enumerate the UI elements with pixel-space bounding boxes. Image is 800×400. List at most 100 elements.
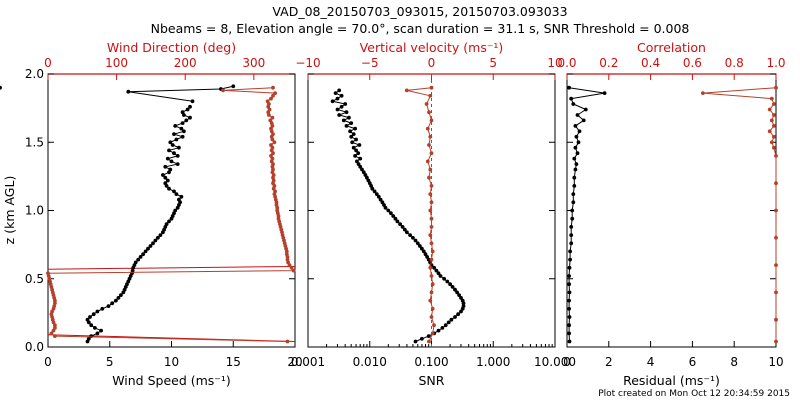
data-point: [567, 306, 571, 311]
top-tick-label: 0: [44, 56, 52, 70]
data-point: [453, 287, 457, 292]
data-point: [161, 173, 165, 177]
x-axis-label-bottom: Residual (ms⁻¹): [623, 373, 720, 388]
plot-footer: Plot created on Mon Oct 12 20:34:59 2015: [598, 389, 790, 399]
data-point: [163, 181, 168, 186]
data-point: [436, 271, 441, 276]
data-point: [153, 238, 158, 243]
data-point: [344, 124, 349, 128]
data-point: [767, 107, 772, 112]
data-point: [180, 110, 185, 115]
series-black-1: [85, 104, 192, 344]
top-tick-label: 300: [242, 56, 265, 70]
data-point: [126, 89, 131, 94]
data-point: [568, 249, 572, 254]
plot-frame: [47, 73, 296, 348]
data-point: [567, 323, 571, 328]
panel-3: 0 2 4 6 8 10 0.0 0.2 0.4 0.6 0.8 1.0 Residual (ms⁻¹)…: [557, 40, 785, 388]
data-point: [167, 186, 171, 191]
reference-line: [47, 265, 296, 270]
data-point: [429, 118, 434, 123]
data-point: [420, 336, 424, 341]
data-point: [434, 268, 439, 273]
y-axis-label: z (km AGL): [2, 176, 17, 245]
data-point: [163, 164, 168, 169]
data-point: [772, 102, 776, 106]
data-point: [567, 315, 572, 319]
bottom-tick-label: 10: [164, 355, 179, 369]
data-point: [354, 137, 358, 142]
data-point: [156, 235, 160, 240]
data-point: [271, 85, 275, 90]
data-point: [335, 96, 340, 101]
figure-title: VAD_08_20150703_093015, 20150703.093033: [272, 4, 567, 19]
data-point: [429, 290, 434, 295]
data-point: [430, 282, 435, 287]
data-point: [180, 121, 185, 125]
data-point: [177, 197, 181, 202]
data-point: [343, 102, 348, 106]
data-point: [184, 118, 189, 123]
data-point: [285, 339, 290, 344]
data-point: [424, 102, 429, 106]
data-point: [395, 219, 400, 224]
data-point: [567, 274, 571, 278]
data-point: [344, 110, 349, 115]
data-point: [284, 252, 289, 257]
x-axis-label-bottom: SNR: [419, 373, 445, 388]
data-point: [457, 293, 461, 297]
data-point: [350, 140, 355, 145]
data-point: [448, 282, 452, 287]
data-point: [353, 126, 357, 131]
data-point: [427, 175, 431, 180]
data-point: [408, 233, 412, 238]
data-point: [269, 96, 273, 101]
data-point: [389, 211, 393, 216]
data-point: [572, 175, 577, 180]
data-point: [602, 91, 607, 95]
data-point: [428, 93, 433, 98]
data-point: [272, 140, 277, 145]
data-point: [146, 246, 150, 251]
bottom-tick-label: 5: [106, 355, 114, 369]
top-tick-label: 0.4: [641, 56, 660, 70]
data-point: [174, 137, 179, 142]
data-point: [573, 167, 578, 172]
series-line: [128, 85, 234, 102]
data-point: [348, 129, 352, 134]
x-axis-label-bottom: Wind Speed (ms⁻¹): [112, 373, 231, 388]
y-tick-label: 1.0: [25, 204, 44, 218]
top-tick-label: 200: [174, 56, 197, 70]
data-point: [772, 124, 776, 128]
data-point: [567, 282, 571, 287]
data-point: [573, 124, 578, 128]
data-point: [774, 317, 778, 322]
data-point: [429, 274, 434, 278]
data-point: [425, 159, 430, 164]
data-point: [453, 315, 457, 319]
data-point: [100, 306, 105, 311]
data-point: [583, 107, 588, 112]
data-point: [173, 124, 178, 128]
data-point: [333, 91, 338, 95]
data-point: [571, 102, 576, 106]
bottom-tick-label: 10.000: [534, 355, 576, 369]
data-point: [393, 216, 398, 221]
data-point: [769, 118, 774, 123]
data-point: [428, 265, 433, 270]
data-point: [185, 107, 190, 112]
x-axis-label-top: Vertical velocity (ms⁻¹): [360, 40, 504, 55]
data-point: [383, 205, 388, 210]
bottom-tick-label: 0.100: [414, 355, 448, 369]
data-point: [567, 298, 571, 303]
data-point: [774, 154, 778, 158]
data-point: [567, 290, 572, 295]
data-point: [169, 159, 174, 164]
data-point: [0, 85, 2, 90]
data-point: [175, 162, 180, 167]
top-tick-label: 0.0: [557, 56, 576, 70]
bottom-tick-label: 0: [44, 355, 52, 369]
top-tick-label: −5: [361, 56, 379, 70]
data-point: [268, 118, 273, 123]
